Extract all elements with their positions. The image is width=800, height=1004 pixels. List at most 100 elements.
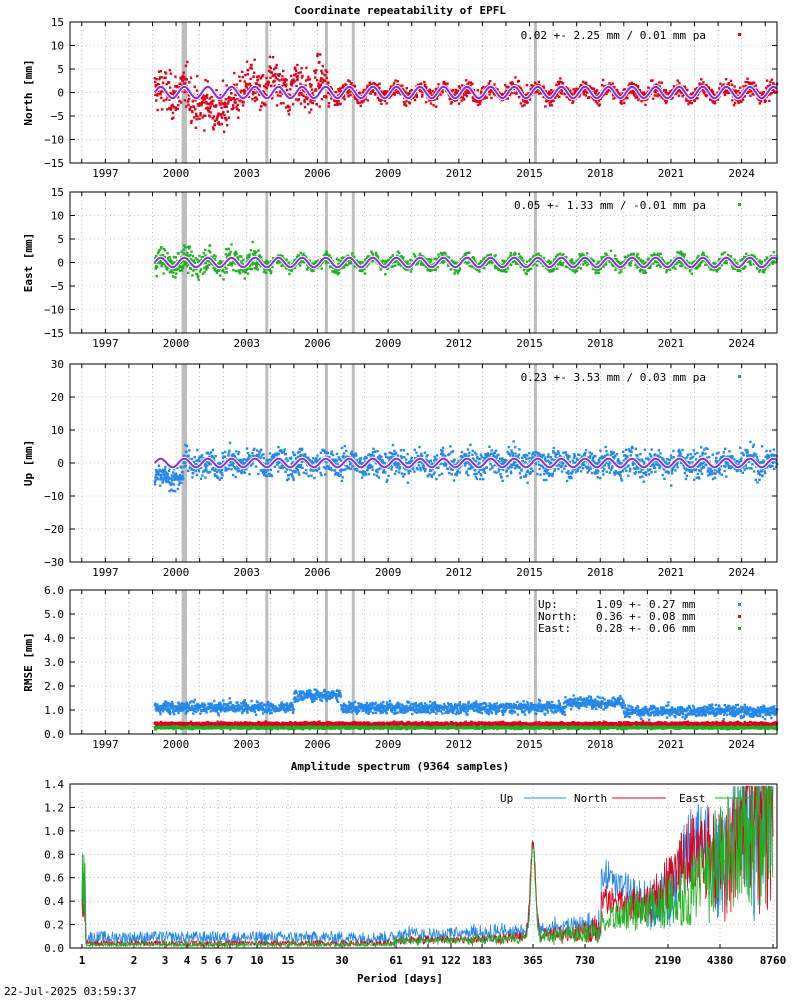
- data-point: [227, 102, 229, 104]
- data-point: [321, 98, 323, 100]
- data-point: [162, 480, 164, 482]
- data-point: [308, 111, 310, 113]
- data-point: [227, 110, 229, 112]
- data-point: [233, 72, 235, 74]
- data-point: [196, 89, 198, 91]
- data-point: [240, 89, 242, 91]
- data-point: [163, 474, 165, 476]
- data-point: [437, 253, 439, 255]
- y-axis-label: North [mm]: [22, 59, 35, 125]
- data-point: [724, 94, 726, 96]
- data-point: [172, 275, 174, 277]
- data-point: [401, 84, 403, 86]
- data-point: [322, 65, 324, 67]
- x-tick-label: 2003: [234, 167, 261, 180]
- data-point: [191, 458, 193, 460]
- data-point: [398, 252, 400, 254]
- data-point: [206, 464, 208, 466]
- data-point: [616, 89, 618, 91]
- data-point: [719, 83, 721, 85]
- data-point: [160, 246, 162, 248]
- data-point: [204, 476, 206, 478]
- data-point: [730, 80, 732, 82]
- data-point: [614, 269, 616, 271]
- data-point: [657, 253, 659, 255]
- data-point: [271, 71, 273, 73]
- data-point: [311, 92, 313, 94]
- data-point: [169, 86, 171, 88]
- data-point: [252, 93, 254, 95]
- data-point: [339, 87, 341, 89]
- data-point: [325, 96, 327, 98]
- data-point: [296, 64, 298, 66]
- data-point: [203, 271, 205, 273]
- data-point: [405, 104, 407, 106]
- data-point: [169, 69, 171, 71]
- data-point: [257, 78, 259, 80]
- data-point: [511, 92, 513, 94]
- data-point: [510, 252, 512, 254]
- data-point: [230, 92, 232, 94]
- data-point: [321, 72, 323, 74]
- data-point: [349, 94, 351, 96]
- data-point: [184, 465, 186, 467]
- data-point: [328, 254, 330, 256]
- data-point: [414, 99, 416, 101]
- data-point: [182, 478, 184, 480]
- data-point: [714, 102, 716, 104]
- data-point: [222, 79, 224, 81]
- data-point: [410, 89, 412, 91]
- data-point: [386, 102, 388, 104]
- data-point: [177, 488, 179, 490]
- data-point: [769, 81, 771, 83]
- x-tick-label: 2021: [658, 167, 685, 180]
- data-point: [156, 94, 158, 96]
- data-point: [278, 261, 280, 263]
- data-point: [312, 102, 314, 104]
- data-point: [444, 252, 446, 254]
- data-point: [180, 466, 182, 468]
- data-point: [678, 82, 680, 84]
- data-point: [199, 112, 201, 114]
- data-point: [306, 268, 308, 270]
- data-point: [257, 249, 259, 251]
- data-point: [343, 98, 345, 100]
- data-point: [771, 79, 773, 81]
- data-point: [367, 99, 369, 101]
- data-point: [288, 113, 290, 115]
- data-point: [314, 72, 316, 74]
- data-point: [749, 95, 751, 97]
- data-point: [677, 79, 679, 81]
- data-point: [207, 80, 209, 82]
- data-point: [161, 108, 163, 110]
- data-point: [185, 105, 187, 107]
- data-point: [744, 266, 746, 268]
- data-point: [684, 253, 686, 255]
- data-point: [247, 267, 249, 269]
- data-point: [636, 96, 638, 98]
- y-tick-label: −5: [51, 280, 64, 293]
- data-point: [187, 470, 189, 472]
- data-point: [330, 97, 332, 99]
- data-point: [156, 275, 158, 277]
- data-point: [188, 245, 190, 247]
- data-point: [198, 118, 200, 120]
- data-point: [665, 89, 667, 91]
- data-point: [196, 273, 198, 275]
- data-point: [739, 87, 741, 89]
- data-point: [242, 104, 244, 106]
- data-point: [230, 243, 232, 245]
- data-point: [626, 97, 628, 99]
- data-point: [225, 248, 227, 250]
- data-point: [737, 90, 739, 92]
- data-point: [175, 272, 177, 274]
- data-point: [488, 82, 490, 84]
- data-point: [459, 268, 461, 270]
- data-point: [157, 478, 159, 480]
- data-point: [162, 82, 164, 84]
- data-point: [220, 107, 222, 109]
- data-point: [629, 264, 631, 266]
- data-point: [686, 89, 688, 91]
- data-point: [311, 88, 313, 90]
- data-point: [316, 55, 318, 57]
